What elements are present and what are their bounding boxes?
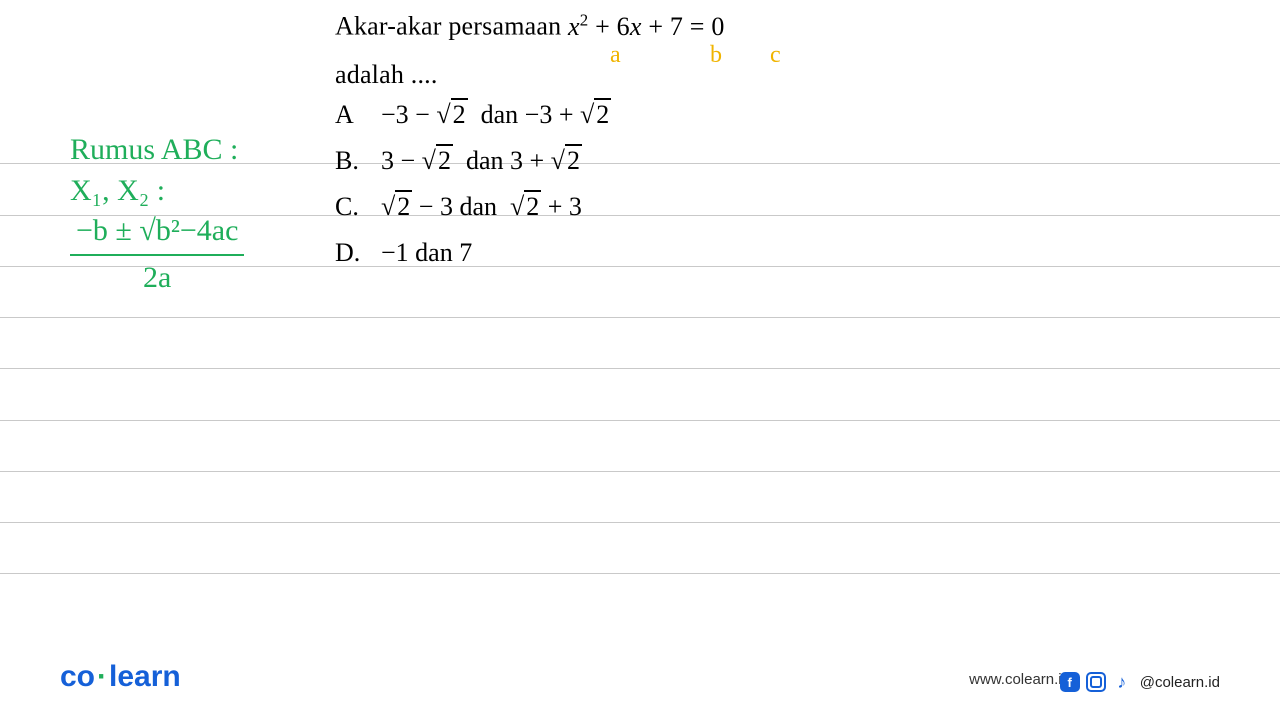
socials: f ♪ @colearn.id: [1060, 672, 1220, 692]
facebook-icon: f: [1060, 672, 1080, 692]
option-b: B. 3 − √2 dan 3 + √2: [335, 146, 611, 176]
options-block: A −3 − √2 dan −3 + √2 B. 3 − √2 dan 3 + …: [335, 100, 611, 284]
hw-formula-num: −b ± √b²−4ac: [70, 211, 244, 256]
question-block: Akar-akar persamaan x2 + 6x + 7 = 0 adal…: [335, 10, 725, 90]
question-pre: Akar-akar persamaan: [335, 12, 568, 41]
option-letter: B.: [335, 146, 381, 176]
hw-formula: −b ± √b²−4ac 2a: [70, 211, 244, 298]
hw-title: Rumus ABC :: [70, 130, 244, 171]
annotation-b: b: [710, 42, 722, 69]
logo-co: co: [60, 660, 95, 693]
option-letter: D.: [335, 238, 381, 268]
handwriting-block: Rumus ABC : X₁, X₂ : −b ± √b²−4ac 2a: [70, 130, 244, 298]
question-line2: adalah ....: [335, 60, 725, 90]
logo-learn: learn: [109, 660, 181, 693]
annotation-a: a: [610, 42, 621, 69]
option-letter: C.: [335, 192, 381, 222]
logo: co·learn: [60, 660, 181, 694]
option-text: √2 − 3 dan √2 + 3: [381, 192, 582, 222]
footer-url: www.colearn.id: [969, 671, 1070, 688]
footer: co·learn www.colearn.id f ♪ @colearn.id: [0, 654, 1280, 694]
instagram-icon: [1086, 672, 1106, 692]
question-line1: Akar-akar persamaan x2 + 6x + 7 = 0: [335, 10, 725, 42]
social-handle: @colearn.id: [1140, 674, 1220, 691]
option-text: −3 − √2 dan −3 + √2: [381, 100, 611, 130]
question-equation: x2 + 6x + 7 = 0: [568, 12, 725, 41]
tiktok-icon: ♪: [1112, 672, 1132, 692]
hw-formula-den: 2a: [70, 256, 244, 299]
option-c: C. √2 − 3 dan √2 + 3: [335, 192, 611, 222]
option-text: −1 dan 7: [381, 238, 472, 268]
option-d: D. −1 dan 7: [335, 238, 611, 268]
logo-dot: ·: [95, 660, 109, 693]
annotation-c: c: [770, 42, 781, 69]
option-a: A −3 − √2 dan −3 + √2: [335, 100, 611, 130]
option-letter: A: [335, 100, 381, 130]
hw-line2: X₁, X₂ :: [70, 171, 244, 212]
option-text: 3 − √2 dan 3 + √2: [381, 146, 582, 176]
ruled-lines: [0, 0, 1280, 720]
